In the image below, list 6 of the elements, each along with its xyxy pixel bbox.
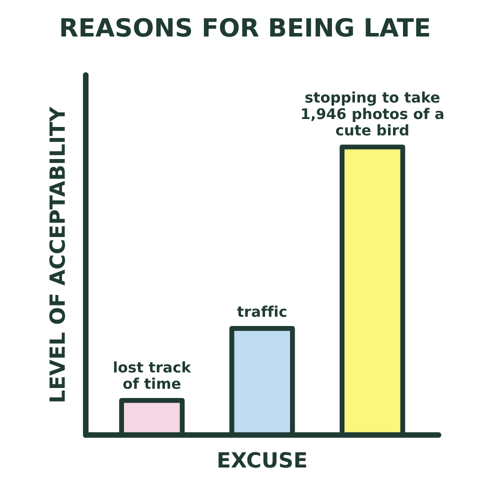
x-tick-label: stopping to take 1,946 photos of a cute bird [302,91,444,136]
chart-title: REASONS FOR BEING LATE [61,18,430,37]
x-tick-label: traffic [237,306,286,317]
x-tick-label: lost track of time [114,361,192,389]
y-axis-title: LEVEL OF ACCEPTABILITY [49,106,66,402]
x-axis-title: EXCUSE [218,452,306,468]
